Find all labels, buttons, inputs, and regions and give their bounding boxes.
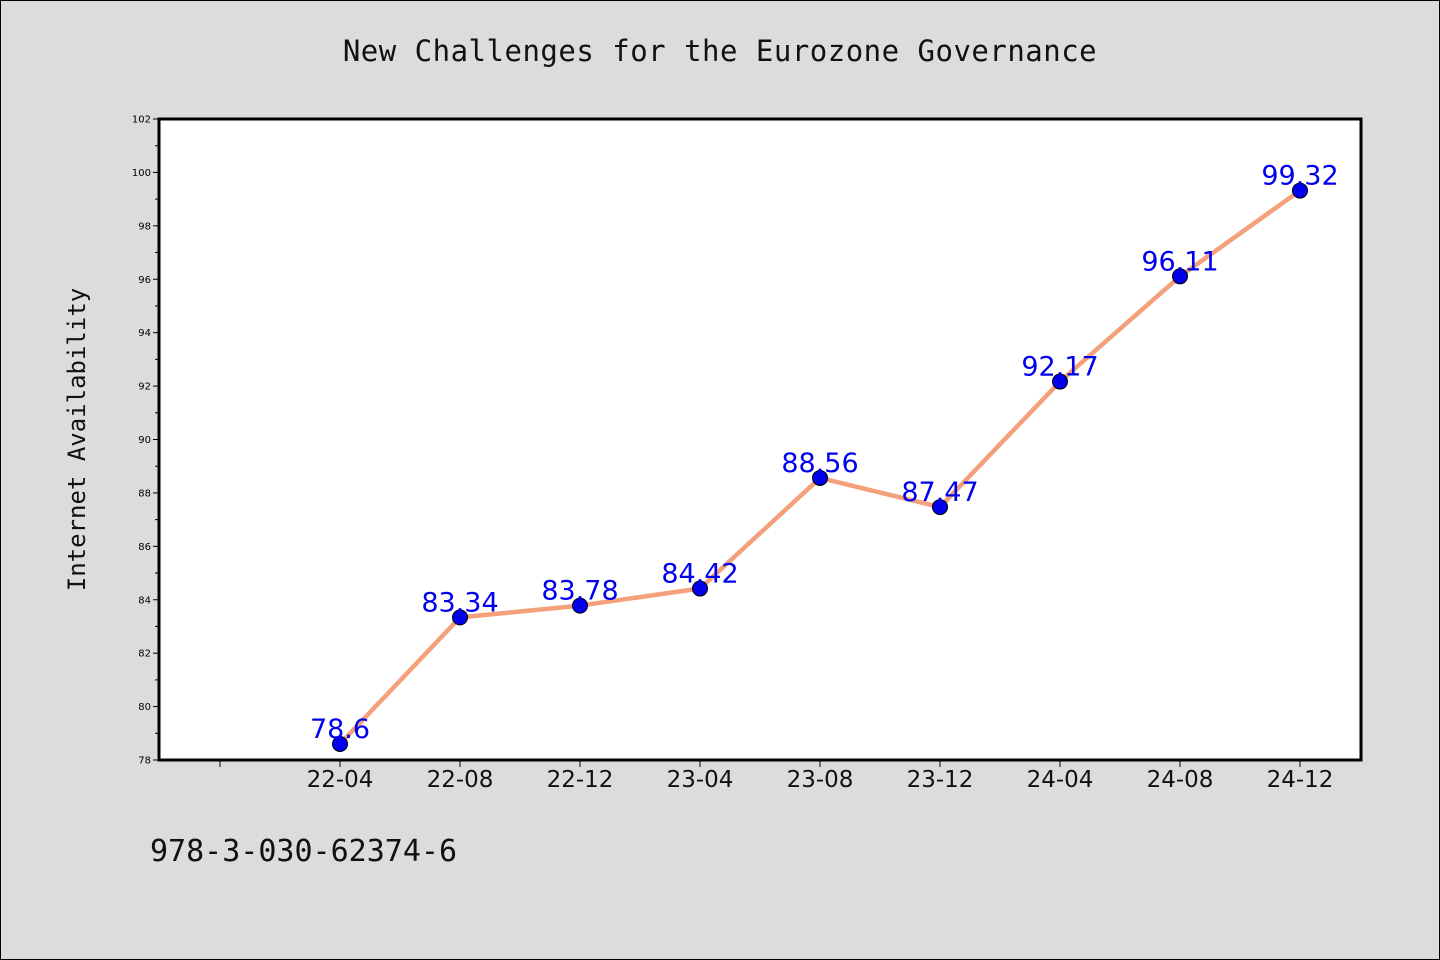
plot-area: [157, 117, 1363, 762]
y-tick-label: 88: [138, 488, 151, 499]
x-tick-label: 24-08: [1147, 767, 1214, 793]
data-label: 84.42: [661, 559, 738, 590]
data-label: 78.6: [310, 714, 370, 745]
y-tick-label: 84: [138, 595, 151, 606]
data-point: [572, 597, 588, 614]
x-tick-label: 23-08: [787, 767, 854, 793]
data-point: [932, 499, 948, 516]
chart-title: New Challenges for the Eurozone Governan…: [342, 34, 1098, 68]
x-tick-label: 24-12: [1267, 767, 1334, 793]
data-point: [1292, 182, 1308, 199]
data-label: 92.17: [1021, 352, 1098, 383]
data-point: [692, 580, 708, 597]
y-axis-label: Internet Availability: [63, 288, 91, 591]
data-point: [332, 735, 348, 752]
data-label: 88.56: [781, 448, 858, 479]
data-point: [1172, 268, 1188, 285]
y-tick-label: 102: [132, 115, 151, 126]
data-label: 87.47: [901, 477, 978, 508]
isbn-label: 978-3-030-62374-6: [150, 834, 458, 869]
y-tick-label: 78: [138, 756, 151, 767]
y-tick-label: 94: [138, 328, 151, 339]
y-tick-label: 92: [138, 382, 151, 393]
y-tick-label: 96: [138, 275, 151, 286]
y-tick-label: 80: [138, 702, 151, 713]
y-tick-label: 86: [138, 542, 151, 553]
x-tick-label: 22-04: [307, 767, 374, 793]
x-tick-label: 24-04: [1027, 767, 1094, 793]
data-label: 83.34: [421, 587, 498, 618]
x-tick-label: 23-04: [667, 767, 734, 793]
data-label: 96.11: [1141, 246, 1218, 277]
data-point: [452, 609, 468, 626]
y-tick-label: 82: [138, 649, 151, 660]
x-tick-label: 22-12: [547, 767, 614, 793]
x-tick-label: 23-12: [907, 767, 974, 793]
y-tick-label: 100: [132, 168, 151, 179]
data-label: 99.32: [1261, 161, 1338, 192]
x-tick-label: 22-08: [427, 767, 494, 793]
data-point: [812, 469, 828, 486]
y-tick-label: 98: [138, 221, 151, 232]
data-point: [1052, 373, 1068, 390]
data-label: 83.78: [541, 576, 618, 607]
y-tick-label: 90: [138, 435, 151, 446]
